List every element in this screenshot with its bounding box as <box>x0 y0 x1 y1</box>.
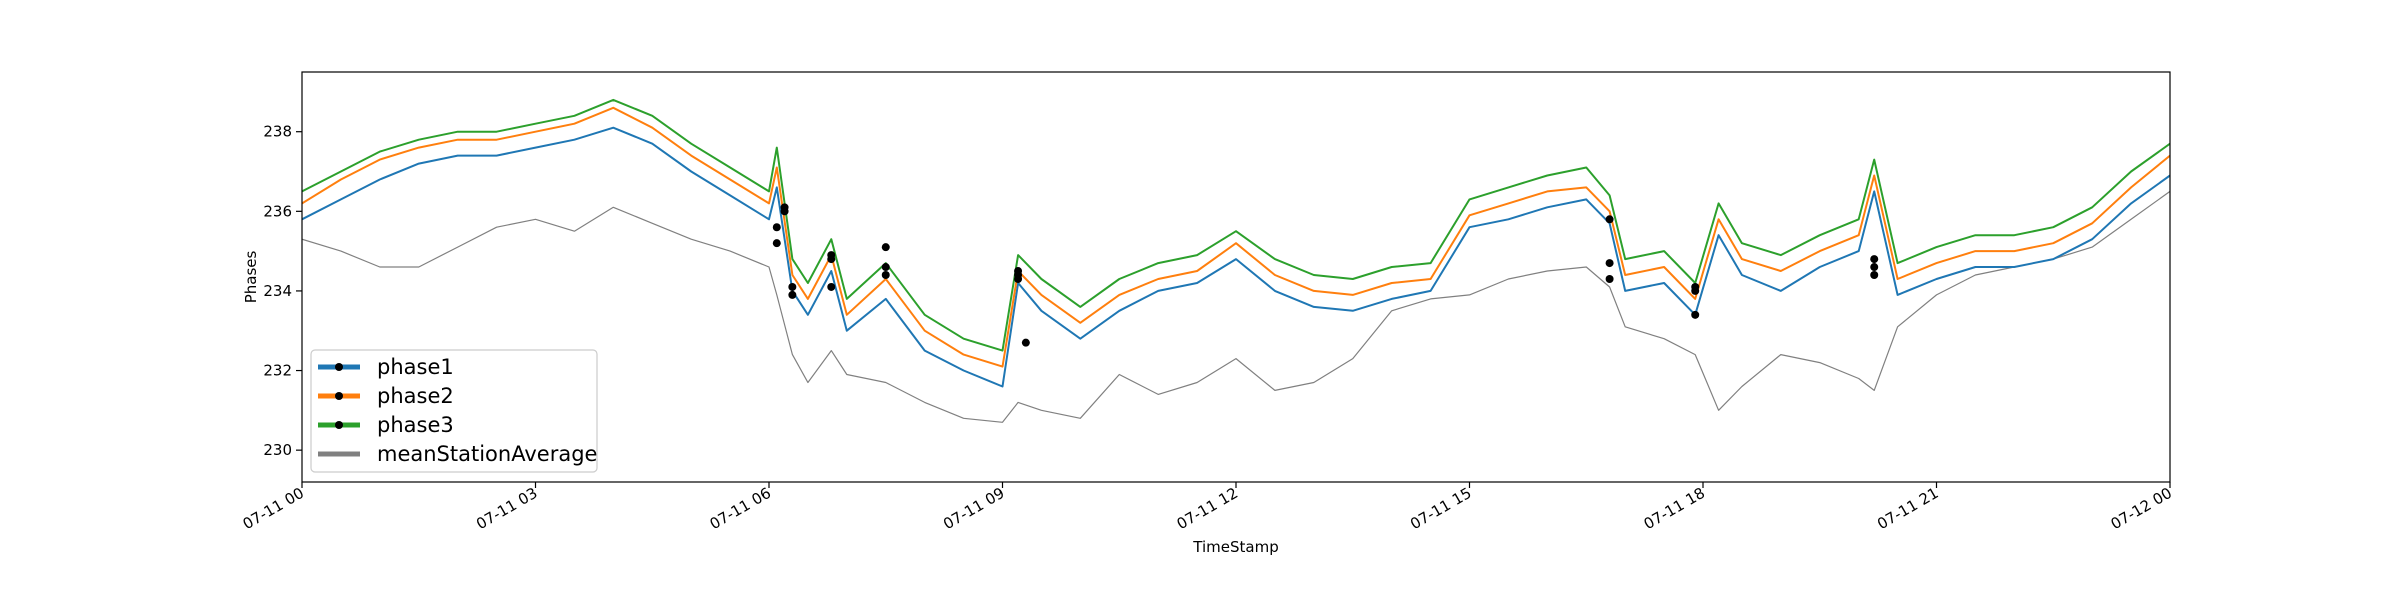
marker-phase3 <box>881 243 890 252</box>
y-axis-title: Phases <box>242 251 260 304</box>
marker-phase1 <box>772 239 781 248</box>
series-line-phase3 <box>302 98 2170 352</box>
legend-box <box>310 349 598 473</box>
marker-phase3 <box>1014 267 1023 276</box>
y-tick-label: 230 <box>263 441 292 459</box>
x-tick-label: 07-11 15 <box>1407 484 1474 533</box>
series-line-meanStationAverage <box>302 190 2170 423</box>
marker-phase2 <box>1870 263 1879 272</box>
x-tick-label: 07-11 18 <box>1641 484 1708 533</box>
series-line-phase2 <box>302 106 2170 368</box>
legend-marker-phase1 <box>335 363 343 371</box>
marker-phase1 <box>1691 310 1700 319</box>
series-line-phase1 <box>302 126 2170 388</box>
legend-label-meanStationAverage: meanStationAverage <box>377 442 597 466</box>
legend-label-phase2: phase2 <box>377 384 454 408</box>
marker-phase2 <box>881 263 890 272</box>
x-tick-label: 07-11 06 <box>707 484 774 533</box>
x-tick-label: 07-11 21 <box>1874 484 1941 533</box>
y-tick-label: 236 <box>263 202 292 220</box>
x-tick-label: 07-11 09 <box>940 484 1007 533</box>
marker-phase3 <box>1021 338 1030 347</box>
marker-phase1 <box>881 271 890 280</box>
y-tick-label: 232 <box>263 362 292 380</box>
y-tick-label: 234 <box>263 282 292 300</box>
x-tick-label: 07-11 03 <box>473 484 540 533</box>
legend: phase1 phase2 phase3 meanStationAverage <box>310 349 598 473</box>
marker-phase3 <box>788 282 797 291</box>
legend-marker-phase3 <box>335 421 343 429</box>
marker-phase3 <box>827 251 836 260</box>
legend-label-phase1: phase1 <box>377 355 454 379</box>
marker-phase3 <box>1870 255 1879 264</box>
y-tick-label: 238 <box>263 123 292 141</box>
marker-phase2 <box>1605 259 1614 268</box>
x-tick-label: 07-11 00 <box>240 484 307 533</box>
x-tick-label: 07-12 00 <box>2108 484 2175 533</box>
marker-phase1 <box>788 290 797 299</box>
marker-phase1 <box>1605 274 1614 283</box>
marker-phase1 <box>827 282 836 291</box>
marker-phase3 <box>1605 215 1614 224</box>
marker-phase3 <box>772 223 781 232</box>
legend-label-phase3: phase3 <box>377 413 454 437</box>
x-tick-label: 07-11 12 <box>1174 484 1241 533</box>
legend-marker-phase2 <box>335 392 343 400</box>
marker-phase1 <box>1870 271 1879 280</box>
marker-phase3 <box>1691 282 1700 291</box>
marker-phase3 <box>780 207 789 216</box>
x-axis-title: TimeStamp <box>1192 538 1278 556</box>
